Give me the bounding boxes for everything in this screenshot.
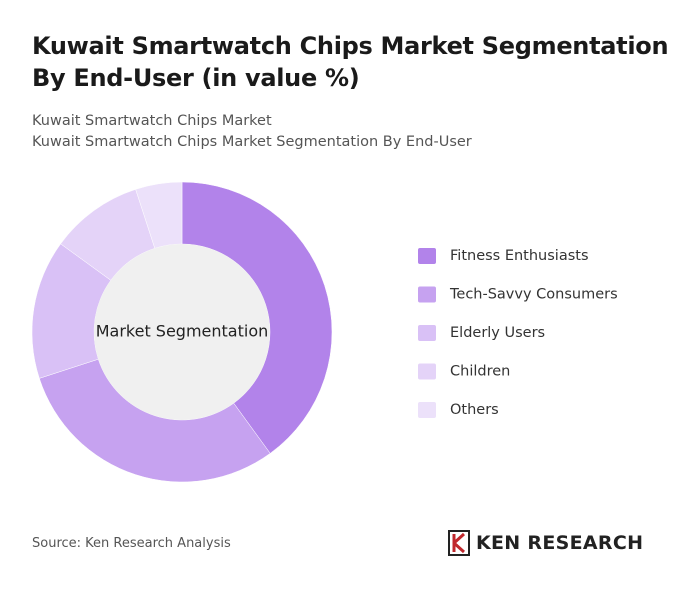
chart: Fitness Enthusiasts Tech-Savvy Consumers E… <box>31 181 618 483</box>
legend-swatch <box>418 286 436 303</box>
source: Source: Ken Research Analysis <box>32 536 231 551</box>
title: Kuwait Smartwatch Chips Market Segmentat… <box>32 32 669 92</box>
subtitle: Kuwait Smartwatch Chips Market <box>32 113 272 129</box>
logo: KEN RESEARCH <box>448 530 643 556</box>
subtitle: Kuwait Smartwatch Chips Market Segmentat… <box>32 134 472 150</box>
logo-text: KEN RESEARCH <box>476 532 644 554</box>
logo-icon <box>448 530 470 556</box>
donut-hole <box>94 244 270 420</box>
legend-swatch <box>418 325 436 341</box>
legend-label: Others <box>450 402 499 418</box>
legend-label: Children <box>450 364 510 380</box>
legend-swatch <box>418 402 436 418</box>
legend-swatch <box>418 363 436 380</box>
legend-swatch <box>418 248 436 264</box>
legend-label: Fitness Enthusiasts <box>450 248 589 264</box>
legend-label: Elderly Users <box>450 325 545 341</box>
legend-label: Tech-Savvy Consumers <box>449 287 618 303</box>
center-label: Market Segmentation <box>96 322 269 341</box>
